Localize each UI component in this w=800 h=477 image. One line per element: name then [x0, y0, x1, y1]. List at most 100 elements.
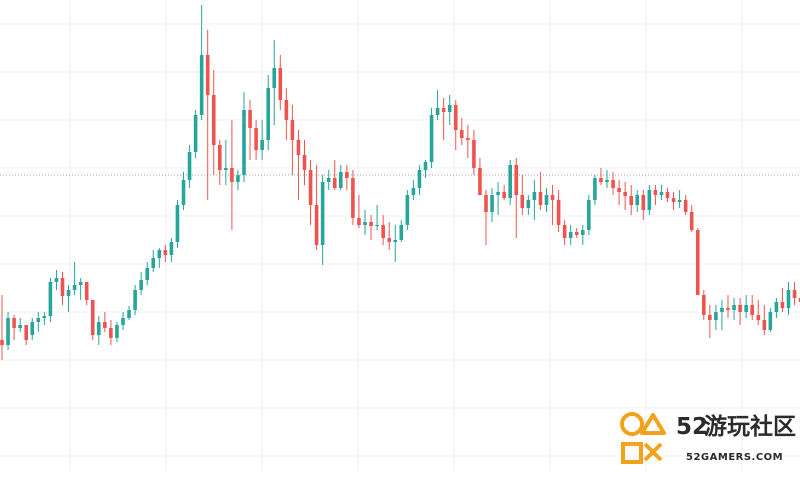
candle-up [48, 278, 53, 322]
candle-body [6, 318, 10, 345]
candle-body [66, 290, 71, 296]
candle-body [768, 312, 773, 330]
candle-body [484, 195, 488, 212]
candle-body [369, 222, 373, 226]
candle-down [357, 195, 361, 228]
candle-body [90, 300, 95, 335]
candle-down [332, 160, 337, 190]
candle-body [24, 325, 28, 340]
candle-up [181, 172, 186, 210]
candle-body [417, 170, 422, 188]
candle-down [484, 190, 488, 245]
candle-body [641, 195, 646, 210]
candle-down [689, 205, 694, 232]
candle-up [532, 180, 537, 220]
candle-up [786, 282, 791, 315]
candle-body [78, 282, 83, 285]
candle-down [574, 228, 579, 238]
candle-body [695, 230, 700, 295]
candle-body [423, 162, 428, 170]
candle-body [109, 328, 113, 338]
candle-down [556, 190, 561, 232]
candle-body [272, 68, 277, 88]
candle-body [145, 268, 149, 280]
candle-down [211, 70, 216, 175]
candle-body [744, 305, 748, 312]
candle-body [472, 140, 476, 168]
candle-down [351, 170, 355, 225]
candle-up [133, 285, 137, 315]
candle-body [242, 110, 246, 175]
candle-body [42, 316, 47, 318]
candle-body [115, 325, 119, 338]
candle-body [514, 165, 519, 195]
candle-down [218, 140, 222, 185]
candle-down [514, 158, 519, 238]
candle-up [659, 185, 664, 200]
candle-up [423, 160, 428, 178]
candle-body [181, 180, 186, 205]
candle-body [726, 308, 730, 310]
candle-down [381, 215, 385, 245]
candle-body [520, 195, 525, 208]
candle-up [72, 262, 77, 295]
candle-down [617, 180, 621, 205]
candle-body [532, 192, 537, 200]
candle-body [139, 280, 143, 290]
candle-up [54, 270, 59, 290]
candle-down [599, 168, 603, 185]
candle-body [284, 100, 289, 120]
candle-up [78, 278, 83, 300]
candle-down [750, 295, 754, 320]
candle-up [635, 190, 640, 212]
candle-body [399, 225, 404, 240]
candle-body [393, 240, 398, 242]
candle-body [562, 225, 567, 238]
candle-body [332, 178, 337, 188]
candle-up [242, 92, 246, 182]
candle-up [714, 305, 718, 330]
candle-body [405, 195, 410, 225]
candle-body [496, 192, 500, 195]
candle-up [568, 225, 573, 245]
candle-up [447, 95, 452, 125]
candle-down [24, 325, 28, 345]
candle-body [574, 232, 579, 235]
candle-body [351, 178, 355, 218]
candle-up [593, 175, 597, 205]
candle-up [187, 145, 192, 188]
candle-down [653, 185, 658, 205]
candle-body [526, 200, 531, 208]
candle-body [357, 218, 361, 225]
candle-body [60, 278, 65, 296]
candle-body [556, 200, 561, 225]
candle-up [490, 188, 494, 222]
candle-down [683, 195, 688, 215]
candle-down [502, 185, 506, 200]
candle-body [193, 115, 198, 152]
candle-up [145, 262, 149, 285]
candle-body [460, 130, 464, 138]
candle-up [768, 308, 773, 332]
candle-up [224, 140, 228, 185]
candle-body [187, 152, 192, 180]
candle-up [66, 285, 71, 312]
candle-down [290, 105, 295, 175]
candle-down [441, 98, 446, 140]
candle-body [157, 250, 162, 258]
candle-body [623, 192, 627, 196]
candle-body [599, 178, 603, 182]
candle-down [90, 300, 95, 340]
candle-body [435, 108, 440, 115]
candle-body [320, 182, 325, 245]
candle-down [308, 160, 313, 225]
candle-body [84, 282, 89, 300]
candle-down [665, 188, 670, 202]
candle-body [453, 105, 458, 130]
candle-body [236, 175, 240, 182]
candle-down [163, 245, 168, 262]
candle-down [314, 165, 319, 250]
candle-body [302, 155, 307, 170]
candle-body [266, 88, 270, 140]
candle-up [677, 190, 682, 208]
